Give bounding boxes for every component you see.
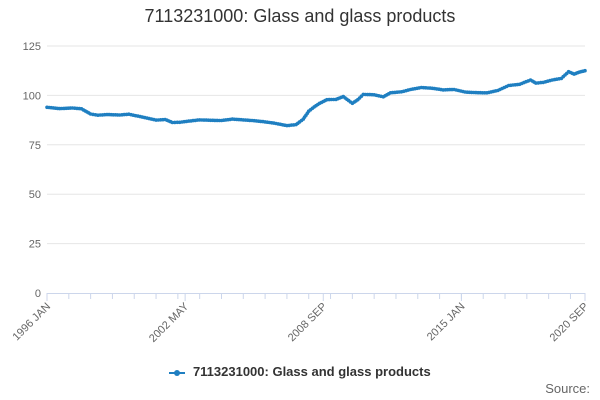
series-line[interactable] bbox=[46, 69, 586, 127]
y-tick-label: 50 bbox=[29, 189, 41, 201]
legend-label: 7113231000: Glass and glass products bbox=[192, 364, 431, 379]
x-tick-label: 2008 SEP bbox=[286, 301, 330, 345]
y-tick-label: 75 bbox=[29, 140, 41, 152]
data-point[interactable] bbox=[583, 68, 587, 73]
x-tick-label: 2002 MAY bbox=[147, 300, 192, 345]
series-layer bbox=[45, 68, 587, 128]
y-tick-label: 0 bbox=[35, 288, 41, 300]
gridlines bbox=[47, 45, 585, 245]
legend-marker-icon bbox=[169, 368, 186, 378]
y-tick-label: 125 bbox=[23, 41, 41, 53]
x-tick-label: 1996 JAN bbox=[10, 301, 53, 344]
x-tick-label: 2020 SEP bbox=[548, 301, 592, 345]
y-tick-label: 25 bbox=[29, 239, 41, 251]
y-tick-label: 100 bbox=[23, 90, 41, 102]
x-tick-label: 2015 JAN bbox=[425, 301, 468, 344]
source-label: Source: bbox=[545, 381, 590, 396]
legend[interactable]: 7113231000: Glass and glass products bbox=[0, 364, 600, 379]
chart-title: 7113231000: Glass and glass products bbox=[144, 6, 456, 26]
